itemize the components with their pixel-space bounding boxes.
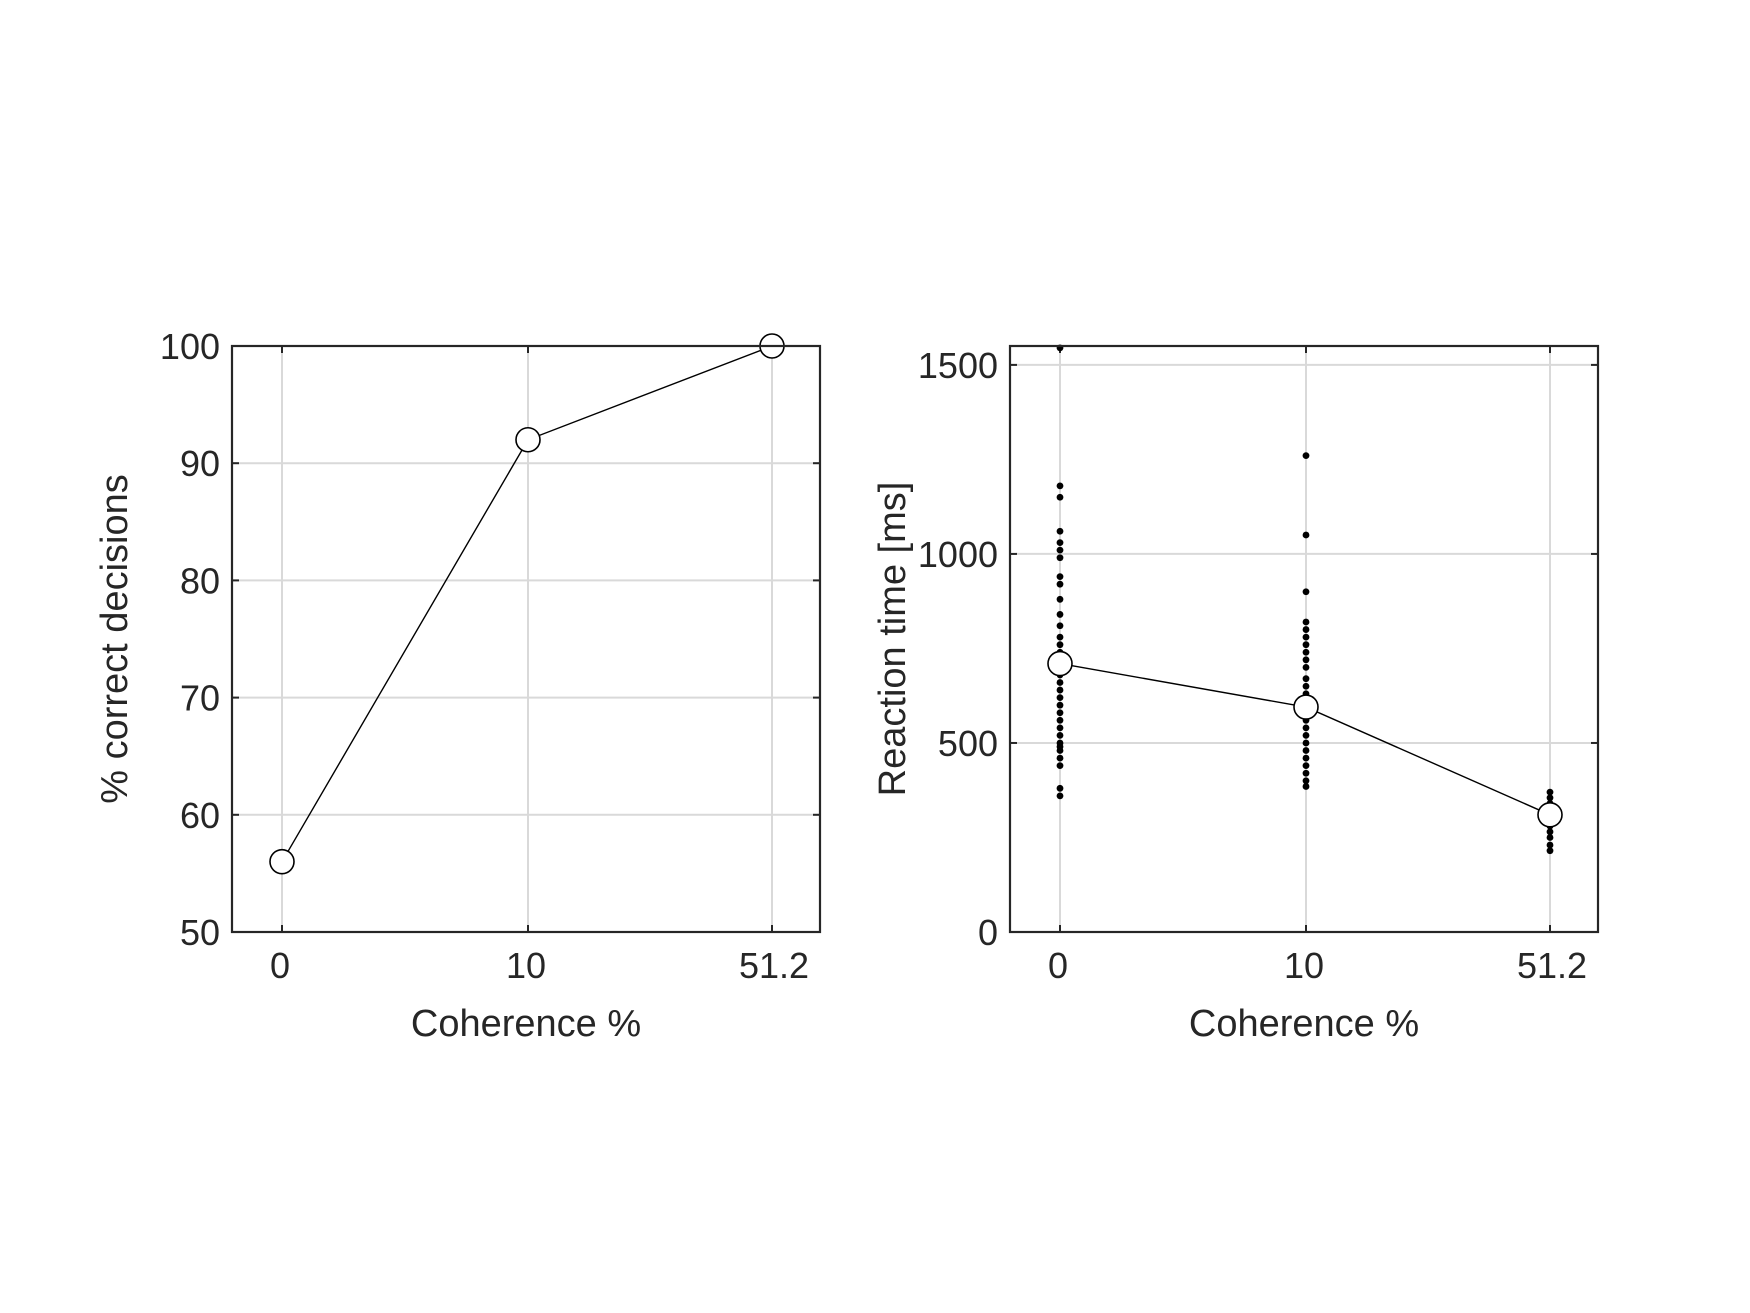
- reaction-time-trial-point: [1302, 618, 1310, 626]
- reaction-time-trial-point: [1546, 841, 1554, 849]
- accuracy-y-tick-label: 70: [180, 678, 220, 719]
- reaction-time-trial-point: [1056, 595, 1064, 603]
- reaction-time-trial-point: [1056, 732, 1064, 739]
- accuracy-ticks: 0 10 51.2 50 60 70 80 90 100: [160, 326, 820, 986]
- reaction-time-trial-point: [1302, 769, 1310, 777]
- reaction-time-axes-frame: [1008, 344, 1600, 934]
- reaction-time-trial-point: [1546, 828, 1554, 836]
- reaction-time-trial-point: [1056, 679, 1064, 686]
- reaction-time-trial-point: [1302, 732, 1310, 739]
- accuracy-panel: 0 10 51.2 50 60 70 80 90 100 Coherence % % corre…: [94, 326, 822, 1045]
- reaction-time-panel: 0 10 51.2 0 500 1000 1500 Coherence % Reaction…: [872, 344, 1600, 1045]
- accuracy-data-point: [269, 848, 295, 875]
- accuracy-data-point: [515, 426, 541, 453]
- reaction-time-trial-point: [1056, 686, 1064, 694]
- reaction-time-trial-point: [1056, 641, 1064, 649]
- reaction-time-trial-point: [1302, 588, 1310, 596]
- reaction-time-trial-point: [1056, 611, 1064, 618]
- reaction-time-x-tick-label: 10: [1284, 945, 1324, 986]
- reaction-time-x-tick-label: 51.2: [1517, 945, 1587, 986]
- reaction-time-trial-point: [1056, 754, 1064, 762]
- reaction-time-trial-point: [1056, 573, 1064, 581]
- reaction-time-trial-point: [1302, 747, 1310, 754]
- accuracy-marks: [269, 333, 785, 875]
- accuracy-x-tick-label: 10: [506, 945, 546, 986]
- reaction-time-trial-point: [1302, 739, 1310, 747]
- reaction-time-trial-point: [1302, 762, 1310, 770]
- reaction-time-marks: [1047, 344, 1563, 855]
- reaction-time-trial-point: [1302, 531, 1310, 539]
- reaction-time-trial-point: [1056, 482, 1064, 490]
- reaction-time-trial-point: [1056, 739, 1064, 747]
- accuracy-y-tick-label: 60: [180, 795, 220, 836]
- reaction-time-data-point: [1047, 650, 1073, 677]
- reaction-time-trial-point: [1056, 784, 1064, 792]
- reaction-time-trial-point: [1056, 709, 1064, 717]
- reaction-time-y-tick-label: 1500: [918, 345, 998, 386]
- reaction-time-trial-point: [1056, 792, 1064, 800]
- accuracy-x-tick-label: 0: [270, 945, 290, 986]
- reaction-time-grid: [1010, 346, 1598, 932]
- accuracy-y-tick-label: 100: [160, 326, 220, 367]
- reaction-time-trial-point: [1546, 847, 1554, 855]
- reaction-time-trial-point: [1056, 580, 1064, 588]
- reaction-time-y-tick-label: 500: [938, 723, 998, 764]
- reaction-time-trial-point: [1302, 783, 1310, 790]
- reaction-time-trial-point: [1056, 539, 1064, 546]
- reaction-time-y-tick-label: 1000: [918, 534, 998, 575]
- reaction-time-trial-point: [1056, 554, 1064, 562]
- reaction-time-trial-point: [1056, 633, 1064, 641]
- reaction-time-data-point: [1537, 801, 1563, 828]
- reaction-time-trial-point: [1056, 694, 1064, 701]
- reaction-time-trial-point: [1302, 633, 1310, 641]
- reaction-time-trial-point: [1302, 626, 1310, 633]
- reaction-time-trial-point: [1056, 546, 1064, 554]
- reaction-time-trial-point: [1302, 648, 1310, 656]
- reaction-time-trial-point: [1546, 834, 1554, 841]
- reaction-time-trial-point: [1056, 701, 1064, 709]
- reaction-time-y-tick-label: 0: [978, 912, 998, 953]
- reaction-time-trial-point: [1546, 788, 1554, 796]
- reaction-time-x-axis-label: Coherence %: [1189, 1003, 1419, 1045]
- reaction-time-trial-point: [1056, 716, 1064, 724]
- reaction-time-trial-point: [1302, 675, 1310, 683]
- accuracy-y-tick-label: 80: [180, 560, 220, 601]
- accuracy-axes-frame: [230, 344, 822, 934]
- reaction-time-y-axis-label: Reaction time [ms]: [872, 482, 914, 797]
- reaction-time-trial-point: [1056, 622, 1064, 630]
- reaction-time-trial-point: [1302, 663, 1310, 671]
- reaction-time-trial-point: [1056, 493, 1064, 501]
- reaction-time-data-point: [1293, 694, 1319, 720]
- reaction-time-trial-point: [1302, 641, 1310, 649]
- reaction-time-trial-point: [1056, 724, 1064, 732]
- reaction-time-trial-point: [1302, 682, 1310, 690]
- reaction-time-trial-point: [1302, 452, 1310, 460]
- accuracy-x-axis-label: Coherence %: [411, 1003, 641, 1045]
- accuracy-y-tick-label: 90: [180, 443, 220, 484]
- accuracy-x-tick-label: 51.2: [739, 945, 809, 986]
- reaction-time-trial-point: [1302, 754, 1310, 762]
- reaction-time-trial-point: [1546, 794, 1554, 802]
- reaction-time-trial-point: [1302, 777, 1310, 785]
- reaction-time-trial-point: [1302, 724, 1310, 732]
- reaction-time-trial-point: [1056, 762, 1064, 770]
- reaction-time-x-tick-label: 0: [1048, 945, 1068, 986]
- reaction-time-trial-point: [1302, 656, 1310, 664]
- accuracy-y-tick-label: 50: [180, 912, 220, 953]
- accuracy-y-axis-label: % correct decisions: [94, 474, 136, 803]
- reaction-time-trial-point: [1056, 527, 1064, 535]
- reaction-time-ticks: 0 10 51.2 0 500 1000 1500: [918, 345, 1598, 986]
